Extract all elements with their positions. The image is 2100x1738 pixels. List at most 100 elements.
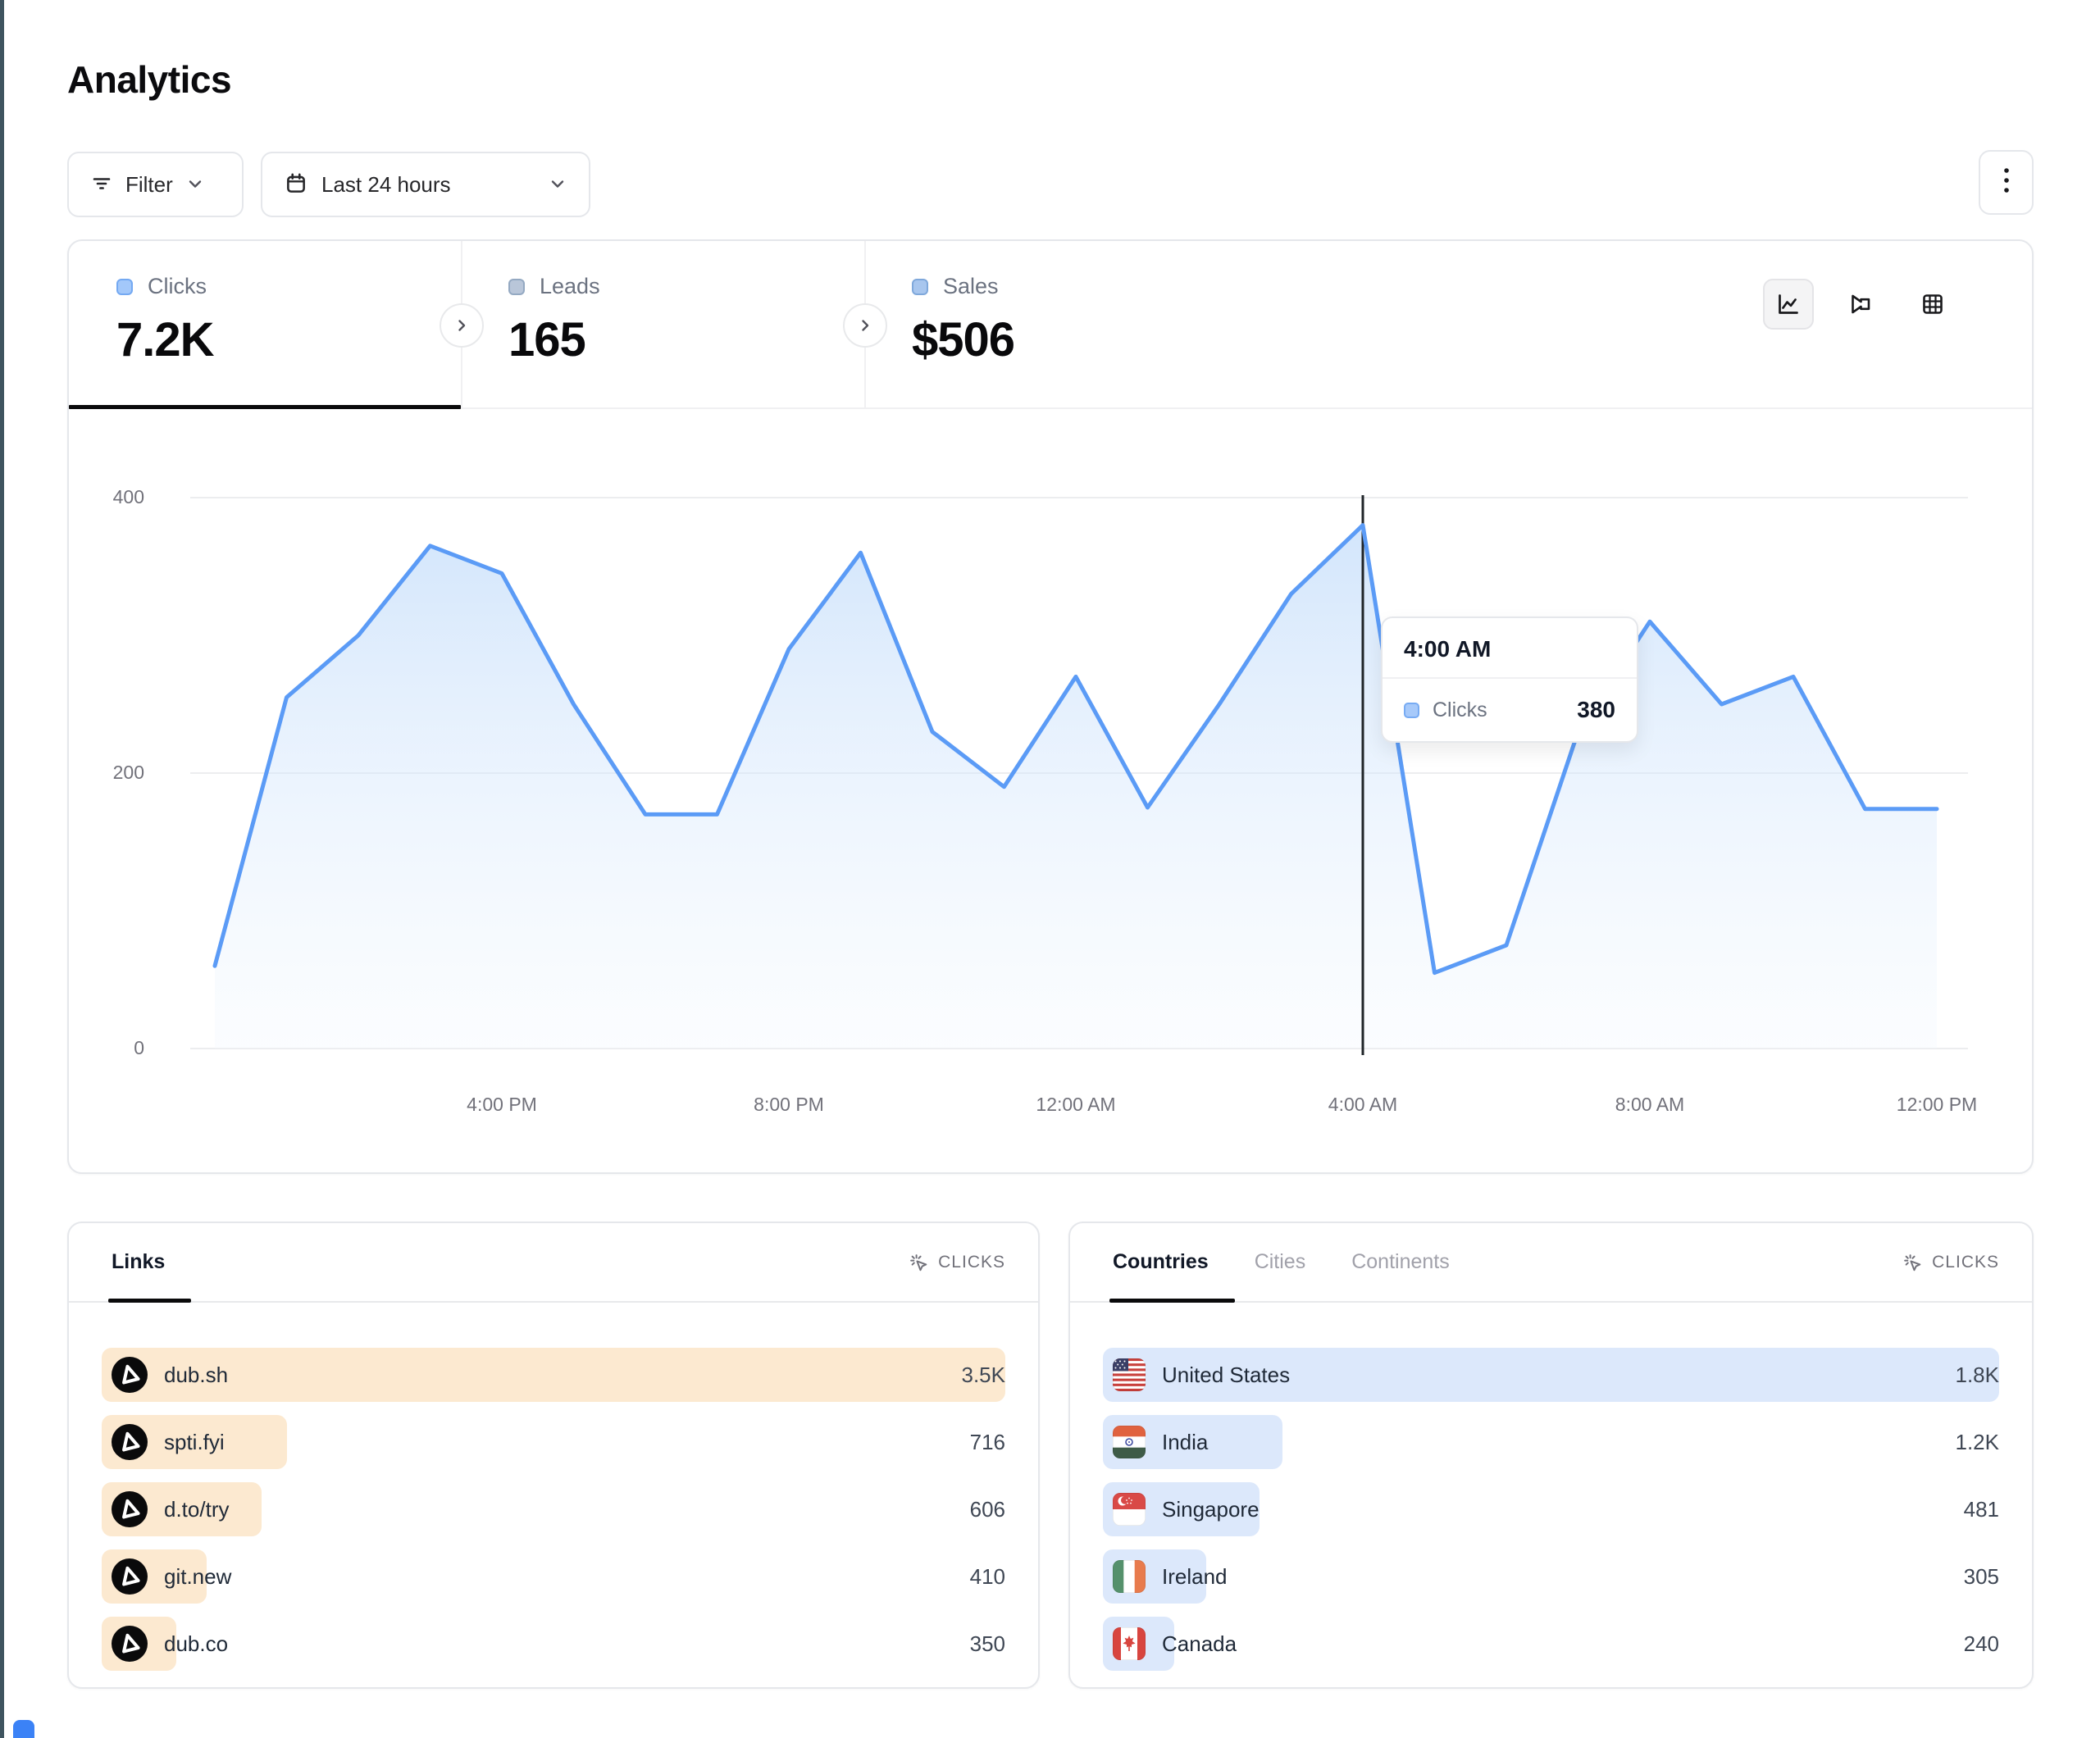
link-row[interactable]: d.to/try 606 <box>102 1482 1005 1536</box>
country-row-content: India <box>1113 1415 1208 1469</box>
expand-clicks-button[interactable] <box>440 303 484 348</box>
country-clicks-value: 1.2K <box>1955 1429 2000 1454</box>
country-row[interactable]: Canada 240 <box>1103 1617 1999 1671</box>
tab-clicks[interactable]: Clicks 7.2K <box>69 241 461 409</box>
link-clicks-value: 3.5K <box>961 1362 1006 1387</box>
link-label: git.new <box>164 1563 232 1589</box>
filter-button[interactable]: Filter <box>67 152 244 217</box>
country-label: Canada <box>1162 1631 1237 1656</box>
expand-leads-button[interactable] <box>843 303 887 348</box>
countries-panel-header: Countries Cities Continents CLICKS <box>1070 1223 2032 1303</box>
link-clicks-value: 606 <box>969 1496 1005 1522</box>
y-axis-tick: 200 <box>112 762 144 783</box>
ca-flag-icon <box>1113 1627 1146 1660</box>
clicks-series-area <box>215 525 1937 1049</box>
link-clicks-value: 410 <box>969 1563 1005 1589</box>
chevron-right-icon <box>862 320 869 331</box>
active-tab-underline <box>69 405 461 409</box>
country-row[interactable]: Ireland 305 <box>1103 1549 1999 1604</box>
x-axis-tick: 8:00 PM <box>754 1094 824 1115</box>
links-metric-label: CLICKS <box>938 1252 1005 1272</box>
date-range-label: Last 24 hours <box>321 171 451 197</box>
tooltip-time: 4:00 AM <box>1383 618 1637 679</box>
link-row-content: dub.sh <box>112 1348 228 1402</box>
country-row-content: Ireland <box>1113 1549 1228 1604</box>
link-row-content: spti.fyi <box>112 1415 225 1469</box>
leads-tab-label: Leads <box>540 274 600 298</box>
link-label: dub.co <box>164 1631 229 1656</box>
table-grid-icon <box>1923 294 1943 314</box>
link-row[interactable]: git.new 410 <box>102 1549 1005 1604</box>
links-metric-selector[interactable]: CLICKS <box>908 1252 1005 1273</box>
country-row[interactable]: United States 1.8K <box>1103 1348 1999 1402</box>
line-chart-view-button[interactable] <box>1763 279 1814 330</box>
tab-links[interactable]: Links <box>107 1223 192 1303</box>
line-chart-icon <box>1779 294 1798 314</box>
leads-legend-square-icon <box>508 278 525 295</box>
sales-tab-value: $506 <box>912 313 1015 366</box>
country-label: India <box>1162 1429 1209 1454</box>
left-edge-strip <box>0 0 4 1738</box>
link-clicks-value: 716 <box>969 1429 1005 1454</box>
country-clicks-value: 240 <box>1963 1631 1999 1656</box>
filter-button-label: Filter <box>125 171 173 197</box>
date-range-button[interactable]: Last 24 hours <box>261 152 590 217</box>
stat-tabs: Clicks 7.2K Leads 165 Sales $506 <box>69 241 2032 409</box>
link-row[interactable]: spti.fyi 716 <box>102 1415 1005 1469</box>
x-axis-tick: 4:00 AM <box>1328 1094 1398 1115</box>
tab-cities[interactable]: Cities <box>1254 1250 1306 1273</box>
country-value-bar <box>1103 1348 1999 1402</box>
country-clicks-value: 305 <box>1963 1563 1999 1589</box>
clicks-legend-square-icon <box>116 278 133 295</box>
y-axis-tick: 400 <box>112 486 144 507</box>
tab-leads[interactable]: Leads 165 <box>461 241 864 409</box>
tab-sales[interactable]: Sales $506 <box>864 241 1274 409</box>
funnel-icon <box>1852 294 1870 314</box>
x-axis-tick: 12:00 AM <box>1036 1094 1116 1115</box>
page-title: Analytics <box>67 58 232 101</box>
dub-logo-icon <box>112 1558 148 1595</box>
countries-panel: Countries Cities Continents CLICKS Unite… <box>1068 1222 2034 1689</box>
table-view-button[interactable] <box>1907 279 1958 330</box>
countries-metric-selector[interactable]: CLICKS <box>1902 1252 1999 1273</box>
link-label: spti.fyi <box>164 1429 225 1454</box>
countries-rows: United States 1.8K India 1.2K Singapore 481 Ir… <box>1103 1348 1999 1684</box>
country-row-content: Canada <box>1113 1617 1237 1671</box>
clicks-area-chart[interactable] <box>69 241 2035 1176</box>
dub-logo-icon <box>112 1626 148 1662</box>
cursor-click-icon <box>910 1253 927 1271</box>
country-label: Singapore <box>1162 1496 1260 1522</box>
in-flag-icon <box>1113 1426 1146 1458</box>
country-clicks-value: 481 <box>1963 1496 1999 1522</box>
bottom-left-partial-element <box>13 1720 34 1738</box>
dub-logo-icon <box>112 1491 148 1527</box>
country-row[interactable]: India 1.2K <box>1103 1415 1999 1469</box>
us-flag-icon <box>1113 1358 1146 1391</box>
link-clicks-value: 350 <box>969 1631 1005 1656</box>
calendar-icon <box>284 171 308 198</box>
tooltip-value: 380 <box>1577 697 1615 722</box>
link-label: d.to/try <box>164 1496 230 1522</box>
more-options-button[interactable] <box>1979 150 2034 215</box>
link-row[interactable]: dub.co 350 <box>102 1617 1005 1671</box>
country-row[interactable]: Singapore 481 <box>1103 1482 1999 1536</box>
tooltip-series-label: Clicks <box>1433 698 1487 721</box>
y-axis-tick: 0 <box>134 1037 144 1058</box>
tab-continents[interactable]: Continents <box>1351 1250 1450 1273</box>
sales-legend-square-icon <box>912 278 928 295</box>
link-row[interactable]: dub.sh 3.5K <box>102 1348 1005 1402</box>
kebab-menu-icon <box>1996 163 2017 202</box>
sales-tab-label: Sales <box>943 274 999 298</box>
link-row-content: dub.co <box>112 1617 228 1671</box>
link-row-content: d.to/try <box>112 1482 229 1536</box>
link-value-bar <box>102 1348 1005 1402</box>
clicks-tab-label: Clicks <box>148 274 207 298</box>
funnel-view-button[interactable] <box>1835 279 1886 330</box>
country-label: Ireland <box>1162 1563 1228 1589</box>
clicks-legend-square-icon <box>1404 702 1419 718</box>
countries-metric-label: CLICKS <box>1932 1252 1999 1272</box>
tab-countries[interactable]: Countries <box>1109 1223 1235 1303</box>
dub-logo-icon <box>112 1357 148 1393</box>
links-rows: dub.sh 3.5K spti.fyi 716 d.to/try 606 git.new 4… <box>102 1348 1005 1684</box>
